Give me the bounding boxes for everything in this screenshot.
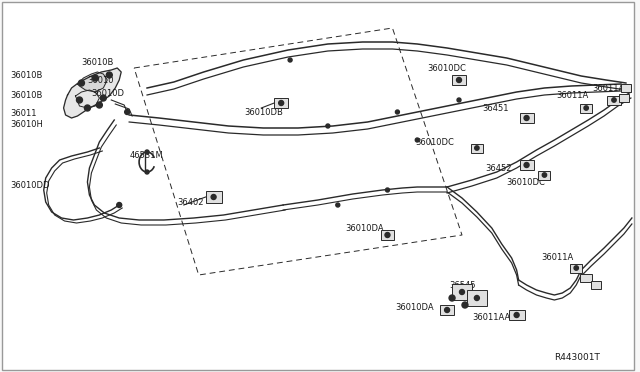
Circle shape bbox=[475, 146, 479, 150]
Circle shape bbox=[396, 110, 399, 114]
Text: 46531M: 46531M bbox=[129, 151, 163, 160]
Bar bbox=[538, 170, 550, 180]
Circle shape bbox=[524, 163, 529, 167]
Text: 36010H: 36010H bbox=[10, 119, 43, 128]
Circle shape bbox=[211, 195, 216, 199]
Circle shape bbox=[97, 102, 102, 108]
Bar bbox=[471, 144, 483, 153]
Circle shape bbox=[524, 115, 529, 121]
Text: 36010DC: 36010DC bbox=[415, 138, 454, 147]
Circle shape bbox=[336, 203, 340, 207]
Circle shape bbox=[462, 302, 468, 308]
Bar bbox=[520, 113, 534, 123]
Bar bbox=[440, 305, 454, 315]
Text: 36010DA: 36010DA bbox=[346, 224, 385, 232]
Text: 36010B: 36010B bbox=[10, 90, 42, 99]
Circle shape bbox=[326, 124, 330, 128]
Circle shape bbox=[92, 75, 99, 81]
Circle shape bbox=[77, 97, 83, 103]
Circle shape bbox=[385, 188, 390, 192]
Bar bbox=[591, 281, 601, 289]
Text: 36010DC: 36010DC bbox=[428, 64, 466, 73]
Text: 36010B: 36010B bbox=[81, 58, 114, 67]
Circle shape bbox=[100, 95, 106, 101]
Circle shape bbox=[574, 266, 579, 270]
Circle shape bbox=[449, 295, 455, 301]
Text: 36010DB: 36010DB bbox=[244, 108, 284, 116]
Circle shape bbox=[514, 312, 519, 317]
Bar bbox=[452, 284, 472, 300]
Circle shape bbox=[125, 109, 130, 115]
Text: 36011AA: 36011AA bbox=[592, 83, 630, 93]
Bar bbox=[570, 263, 582, 273]
Circle shape bbox=[84, 105, 90, 111]
Text: 36452: 36452 bbox=[485, 164, 511, 173]
Circle shape bbox=[460, 289, 465, 295]
Text: 36010DA: 36010DA bbox=[396, 304, 434, 312]
Bar bbox=[621, 84, 631, 92]
Circle shape bbox=[456, 77, 461, 83]
Circle shape bbox=[288, 58, 292, 62]
Bar bbox=[580, 274, 592, 282]
Bar bbox=[619, 94, 629, 102]
Circle shape bbox=[542, 173, 547, 177]
Text: 36011AA: 36011AA bbox=[472, 314, 510, 323]
Circle shape bbox=[145, 170, 149, 174]
Text: 36011: 36011 bbox=[10, 109, 36, 118]
Bar bbox=[607, 96, 621, 105]
Text: 36011A: 36011A bbox=[541, 253, 573, 263]
Text: 36011A: 36011A bbox=[556, 90, 589, 99]
Text: 36010D: 36010D bbox=[92, 89, 124, 97]
Text: 36010B: 36010B bbox=[10, 71, 42, 80]
Circle shape bbox=[79, 80, 84, 86]
Bar bbox=[274, 98, 288, 108]
Text: 36402: 36402 bbox=[177, 198, 204, 206]
Polygon shape bbox=[63, 68, 121, 118]
Circle shape bbox=[116, 202, 122, 208]
Circle shape bbox=[445, 308, 449, 312]
Circle shape bbox=[612, 98, 616, 102]
Text: 36545: 36545 bbox=[449, 280, 476, 289]
Bar bbox=[520, 160, 534, 170]
Bar bbox=[452, 75, 466, 85]
Bar bbox=[205, 191, 221, 203]
Bar bbox=[509, 310, 525, 320]
Text: 36010DC: 36010DC bbox=[507, 177, 545, 186]
Circle shape bbox=[584, 106, 588, 110]
Text: R443001T: R443001T bbox=[554, 353, 600, 362]
Text: 36010DD: 36010DD bbox=[10, 180, 49, 189]
Text: 36010: 36010 bbox=[88, 76, 114, 84]
Circle shape bbox=[278, 100, 284, 106]
Text: 36451: 36451 bbox=[482, 103, 508, 112]
Bar bbox=[580, 103, 592, 112]
Circle shape bbox=[145, 150, 149, 154]
Circle shape bbox=[415, 138, 419, 142]
Bar bbox=[381, 230, 394, 240]
Bar bbox=[467, 290, 487, 306]
Polygon shape bbox=[77, 72, 108, 92]
Circle shape bbox=[385, 232, 390, 237]
Circle shape bbox=[457, 98, 461, 102]
Circle shape bbox=[106, 72, 112, 78]
Circle shape bbox=[474, 295, 479, 301]
